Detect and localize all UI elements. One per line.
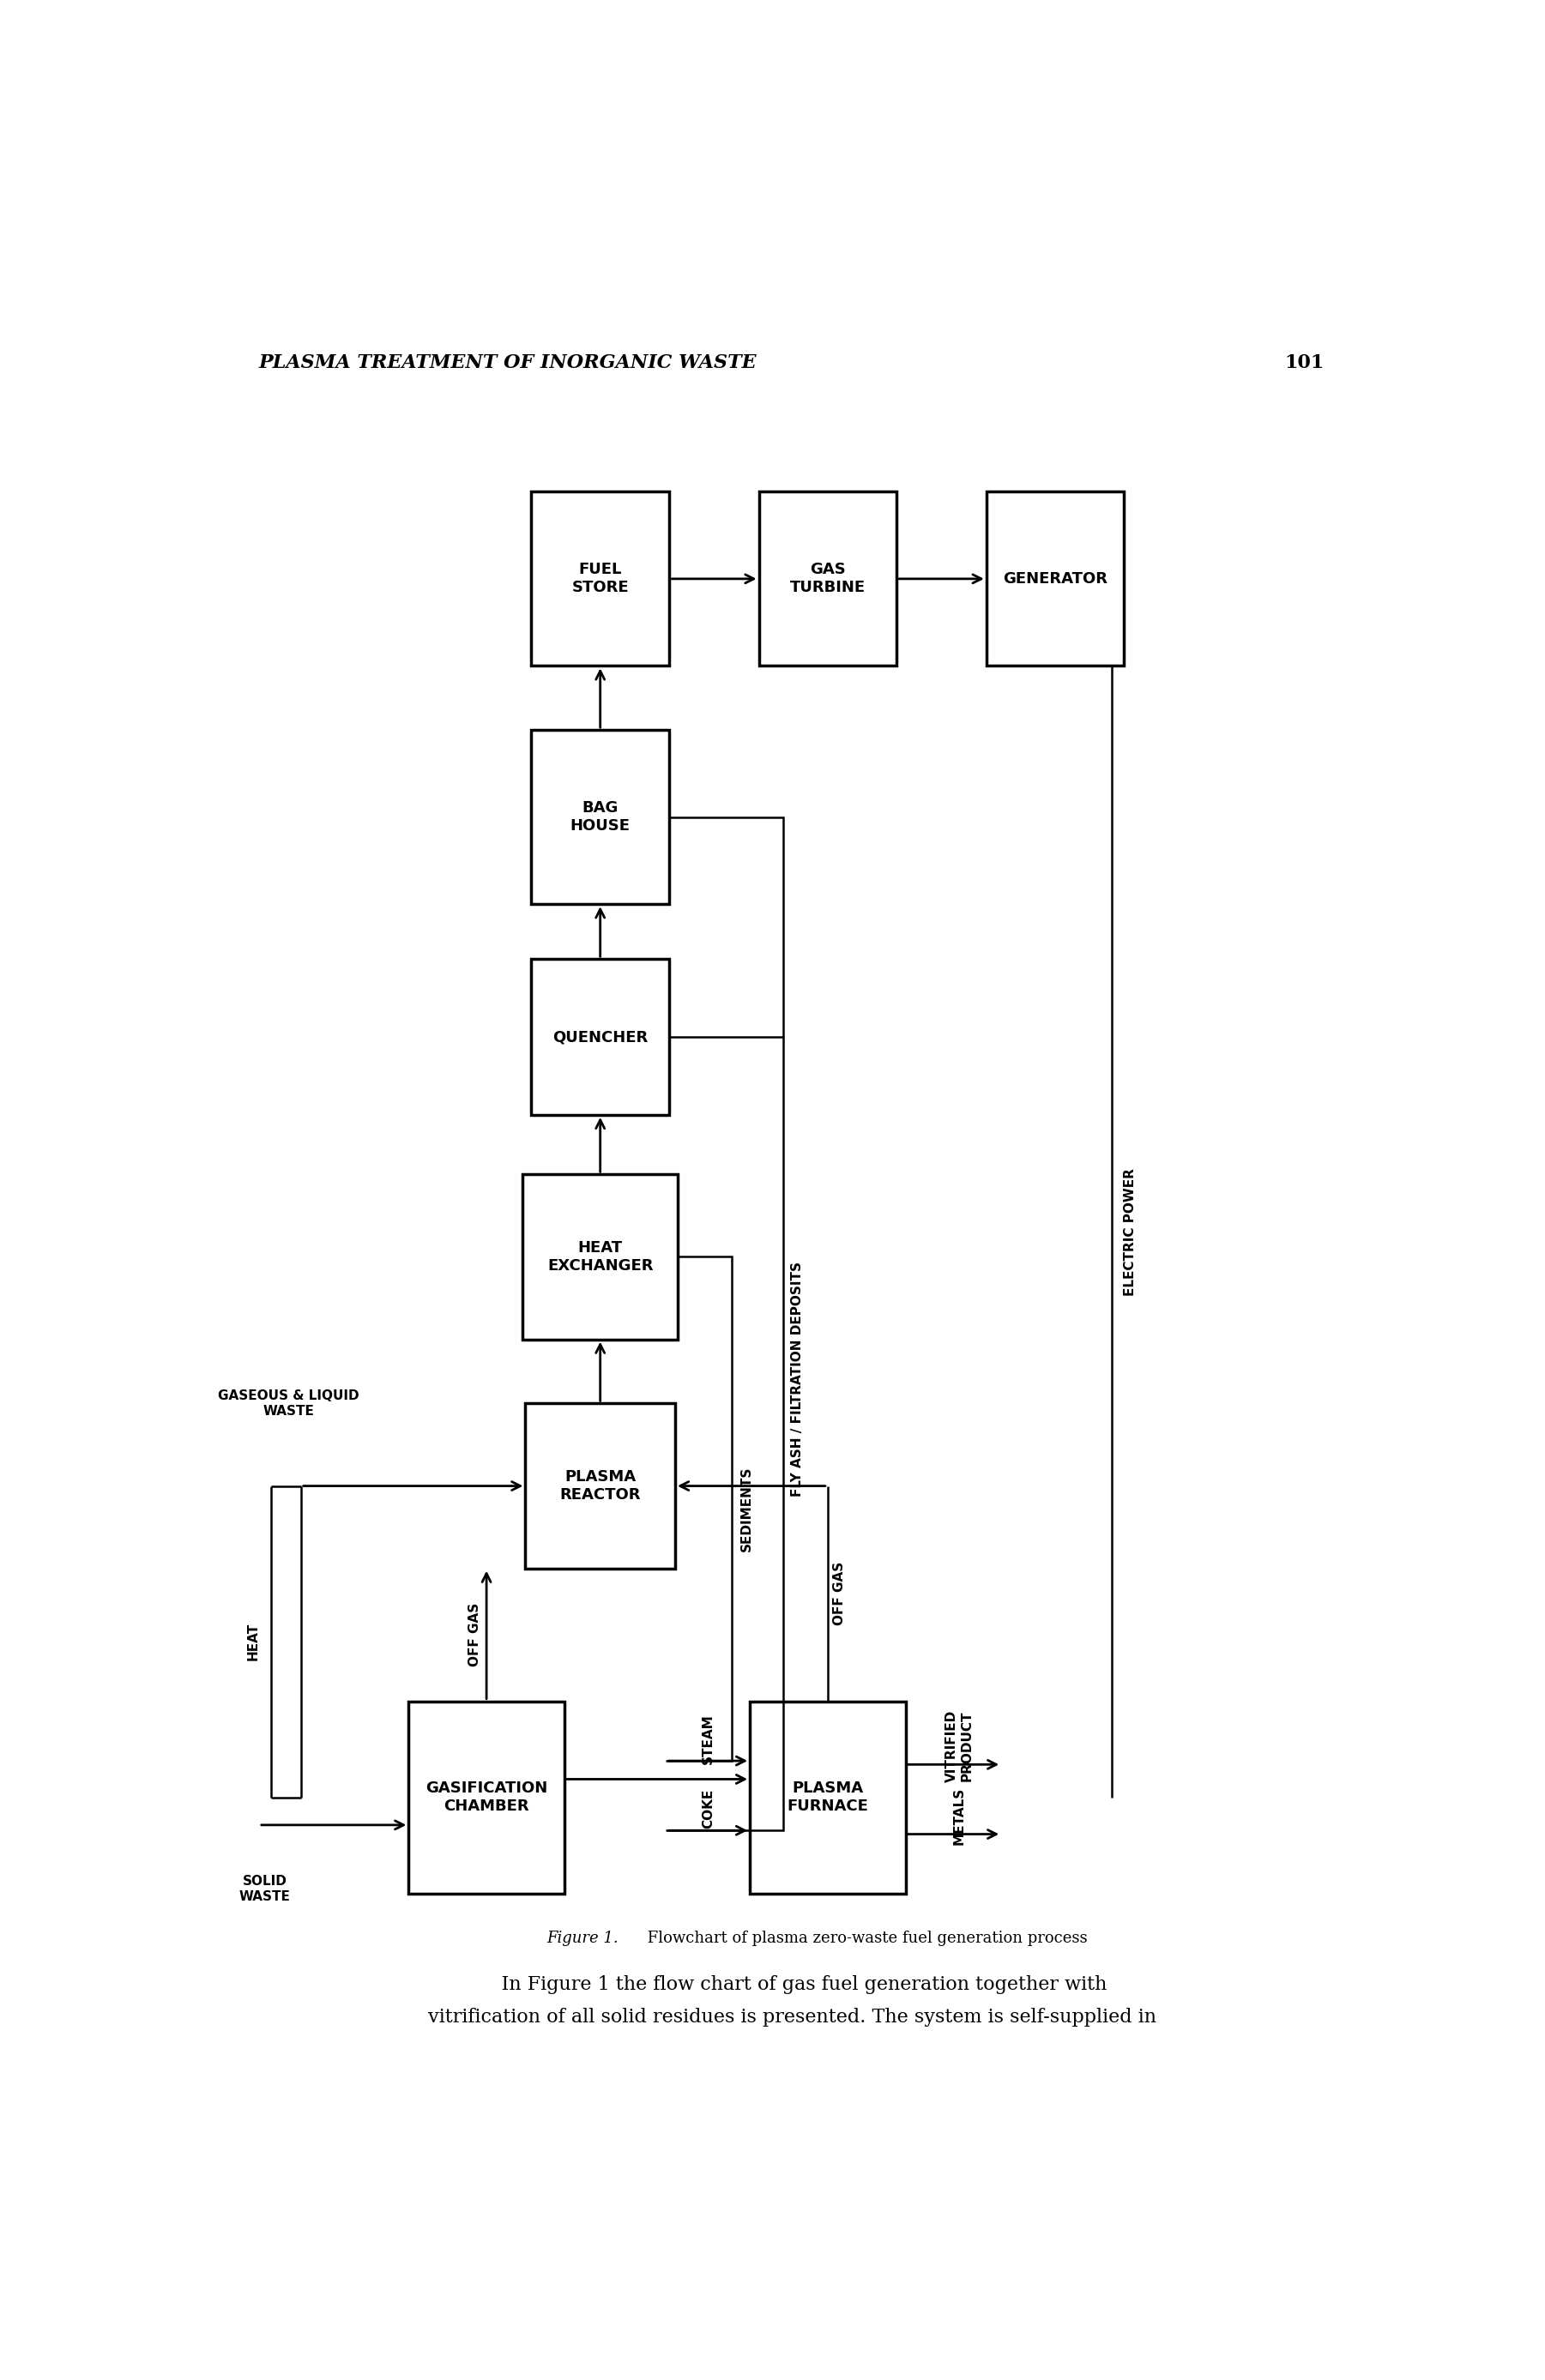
Text: GAS
TURBINE: GAS TURBINE <box>789 562 865 595</box>
Bar <box>525 1404 675 1568</box>
Text: SOLID
WASTE: SOLID WASTE <box>239 1875 290 1904</box>
Text: FLY ASH / FILTRATION DEPOSITS: FLY ASH / FILTRATION DEPOSITS <box>791 1261 803 1497</box>
Text: OFF GAS: OFF GAS <box>833 1561 847 1626</box>
Bar <box>986 493 1125 666</box>
Text: PLASMA TREATMENT OF INORGANIC WASTE: PLASMA TREATMENT OF INORGANIC WASTE <box>260 352 757 371</box>
Bar <box>531 959 669 1114</box>
Text: FUEL
STORE: FUEL STORE <box>572 562 629 595</box>
Text: HEAT: HEAT <box>247 1623 260 1661</box>
Text: OFF GAS: OFF GAS <box>468 1604 480 1666</box>
Text: GENERATOR: GENERATOR <box>1003 571 1108 585</box>
Bar <box>522 1173 678 1340</box>
Text: PLASMA
FURNACE: PLASMA FURNACE <box>786 1780 868 1814</box>
Text: METALS: METALS <box>953 1787 966 1844</box>
Text: Flowchart of plasma zero-waste fuel generation process: Flowchart of plasma zero-waste fuel gene… <box>643 1930 1088 1947</box>
Bar <box>531 493 669 666</box>
Text: COKE: COKE <box>701 1790 714 1828</box>
Text: QUENCHER: QUENCHER <box>553 1028 647 1045</box>
Text: BAG
HOUSE: BAG HOUSE <box>570 800 630 833</box>
Text: PLASMA
REACTOR: PLASMA REACTOR <box>559 1468 641 1502</box>
Text: GASEOUS & LIQUID
WASTE: GASEOUS & LIQUID WASTE <box>218 1390 360 1418</box>
Text: Figure 1.: Figure 1. <box>547 1930 618 1947</box>
Text: 101: 101 <box>1285 352 1324 371</box>
Text: VITRIFIED
PRODUCT: VITRIFIED PRODUCT <box>946 1711 973 1783</box>
Text: STEAM: STEAM <box>701 1714 714 1764</box>
Text: In Figure 1 the flow chart of gas fuel generation together with: In Figure 1 the flow chart of gas fuel g… <box>477 1975 1106 1994</box>
Bar <box>759 493 896 666</box>
Bar <box>531 731 669 904</box>
Text: GASIFICATION
CHAMBER: GASIFICATION CHAMBER <box>425 1780 547 1814</box>
Bar <box>408 1702 564 1894</box>
Text: vitrification of all solid residues is presented. The system is self-supplied in: vitrification of all solid residues is p… <box>428 2009 1156 2028</box>
Text: ELECTRIC POWER: ELECTRIC POWER <box>1123 1169 1137 1295</box>
Bar <box>749 1702 905 1894</box>
Text: SEDIMENTS: SEDIMENTS <box>740 1466 752 1552</box>
Text: HEAT
EXCHANGER: HEAT EXCHANGER <box>547 1240 654 1273</box>
